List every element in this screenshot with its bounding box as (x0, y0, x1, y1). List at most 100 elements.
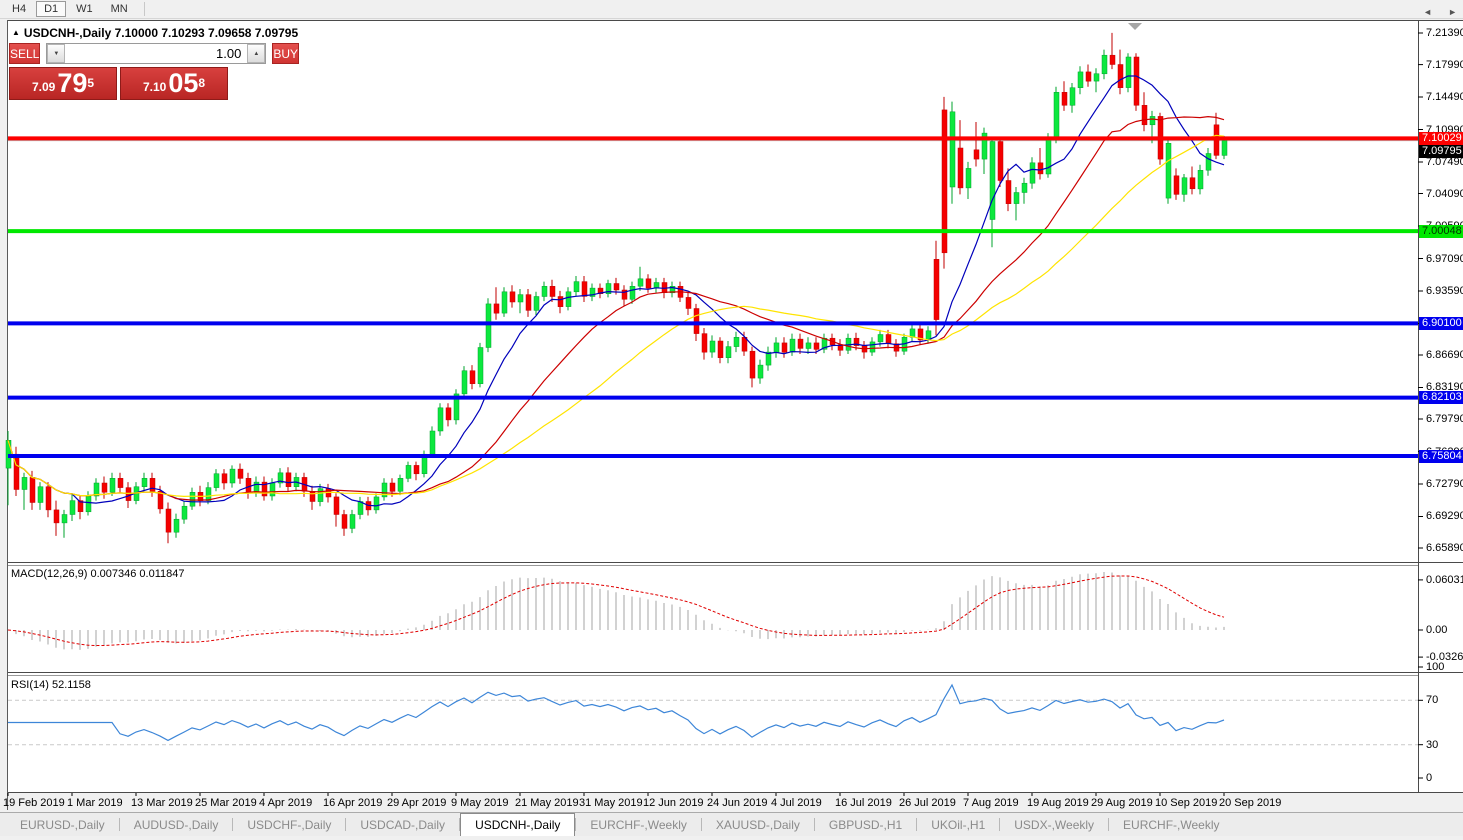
chart-shift-marker-icon[interactable] (1128, 23, 1142, 30)
macd-axis-label: 0.00 (1426, 624, 1448, 636)
date-axis-label: 20 Sep 2019 (1219, 797, 1282, 809)
price-axis-label: 6.79790 (1426, 413, 1463, 425)
chart-tab-usdcad-daily[interactable]: USDCAD-,Daily (360, 817, 446, 832)
rsi-indicator-label: RSI(14) 52.1158 (11, 679, 91, 691)
date-axis-label: 19 Feb 2019 (3, 797, 65, 809)
chart-tab-usdx-weekly[interactable]: USDX-,Weekly (1014, 817, 1095, 832)
date-axis-label: 21 May 2019 (515, 797, 579, 809)
chart-tab-gbpusd-h1[interactable]: GBPUSD-,H1 (828, 817, 903, 832)
chart-title: ▲ USDCNH-,Daily 7.10000 7.10293 7.09658 7… (12, 26, 298, 40)
chart-tab-ukoil-h1[interactable]: UKOil-,H1 (931, 817, 986, 832)
price-axis-label: 6.83190 (1426, 381, 1463, 393)
tab-separator (232, 818, 234, 831)
chart-tab-eurchf-weekly[interactable]: EURCHF-,Weekly (1123, 817, 1220, 832)
collapse-arrow-icon[interactable]: ▲ (12, 28, 20, 37)
price-axis-label: 6.69290 (1426, 510, 1463, 522)
tab-scroll-left-icon[interactable]: ◄ (1423, 7, 1433, 17)
price-axis-label: 6.86690 (1426, 349, 1463, 361)
chart-tab-xauusd-daily[interactable]: XAUUSD-,Daily (715, 817, 800, 832)
macd-axis-label: 0.060317 (1426, 574, 1463, 586)
rsi-axis-label: 70 (1426, 694, 1439, 706)
rsi-line (8, 683, 1225, 742)
tab-separator (345, 818, 347, 831)
window-left-edge (0, 20, 8, 810)
date-axis-label: 25 Mar 2019 (195, 797, 257, 809)
timeframe-button-d1[interactable]: D1 (36, 1, 67, 17)
macd-signal-line (7, 575, 1225, 646)
price-axis-label: 6.97090 (1426, 253, 1463, 265)
price-axis-label: 6.93590 (1426, 285, 1463, 297)
sell-price-sup: 5 (87, 76, 95, 90)
price-axis-label: 7.07490 (1426, 156, 1463, 168)
panel-borders (8, 20, 1463, 793)
moving-average-fast (7, 75, 1225, 507)
volume-control: ▼ ▲ (46, 43, 267, 64)
level-price-tag[interactable]: 6.90100 (1419, 317, 1463, 330)
tab-separator (999, 818, 1001, 831)
date-axis-label: 9 May 2019 (451, 797, 509, 809)
price-axis-label: 7.21390 (1426, 27, 1463, 39)
date-axis-label: 4 Jul 2019 (771, 797, 822, 809)
rsi-axis-label: 100 (1426, 661, 1445, 673)
axis-ticks (7, 32, 1423, 796)
toolbar-separator (143, 2, 145, 16)
chart-tab-eurchf-weekly[interactable]: EURCHF-,Weekly (590, 817, 687, 832)
timeframe-button-h4[interactable]: H4 (12, 3, 27, 15)
tab-separator (575, 818, 577, 831)
sell-price-display[interactable]: 7.09 79 5 (9, 67, 117, 100)
macd-indicator-label: MACD(12,26,9) 0.007346 0.011847 (11, 568, 185, 580)
volume-decrease-button[interactable]: ▼ (47, 44, 66, 63)
chart-tab-audusd-daily[interactable]: AUDUSD-,Daily (133, 817, 219, 832)
tab-separator (118, 818, 120, 831)
date-axis-label: 7 Aug 2019 (963, 797, 1019, 809)
level-price-tag[interactable]: 6.82103 (1419, 391, 1463, 404)
volume-increase-button[interactable]: ▲ (247, 44, 266, 63)
chart-tab-usdchf-daily[interactable]: USDCHF-,Daily (247, 817, 332, 832)
sell-price-small: 7.09 (31, 80, 56, 94)
chart-tab-eurusd-daily[interactable]: EURUSD-,Daily (20, 817, 105, 832)
tab-scroll-right-icon[interactable]: ► (1448, 7, 1457, 17)
rsi-axis-label: 0 (1426, 772, 1433, 784)
tab-separator (813, 818, 815, 831)
ohlc-values: 7.10000 7.10293 7.09658 7.09795 (114, 26, 299, 40)
date-axis-label: 19 Aug 2019 (1027, 797, 1089, 809)
buy-button[interactable]: BUY (272, 43, 300, 64)
timeframe-button-w1[interactable]: W1 (76, 3, 93, 15)
date-axis-label: 16 Apr 2019 (323, 797, 383, 809)
moving-average-mid (7, 115, 1225, 501)
rsi-axis-label: 30 (1426, 739, 1439, 751)
price-axis-label: 7.17990 (1426, 59, 1463, 71)
date-axis-label: 31 May 2019 (579, 797, 643, 809)
window-bottom-edge (0, 836, 1463, 840)
macd-axis-label: -0.032648 (1426, 651, 1463, 663)
sell-button[interactable]: SELL (9, 43, 41, 64)
timeframe-toolbar: H4 D1 W1 MN (0, 0, 1463, 19)
sell-price-big: 79 (57, 68, 88, 98)
date-axis-label: 10 Sep 2019 (1155, 797, 1218, 809)
price-axis-label: 6.65890 (1426, 542, 1463, 554)
date-axis-label: 29 Aug 2019 (1091, 797, 1153, 809)
tab-scroll-controls: ◄ ► (1423, 0, 1457, 24)
date-axis-label: 24 Jun 2019 (707, 797, 768, 809)
price-axis-label: 7.04090 (1426, 188, 1463, 200)
price-axis-label: 7.14490 (1426, 91, 1463, 103)
timeframe-button-mn[interactable]: MN (110, 3, 128, 15)
level-price-tag[interactable]: 7.00048 (1419, 225, 1463, 238)
symbol-name: USDCNH-,Daily (23, 26, 112, 40)
buy-price-display[interactable]: 7.10 05 8 (120, 67, 228, 100)
date-axis-label: 13 Mar 2019 (131, 797, 193, 809)
moving-average-slow (7, 134, 1225, 498)
level-price-tag-red[interactable]: 7.10029 (1419, 132, 1463, 145)
chart-tab-bar: EURUSD-,Daily AUDUSD-,Daily USDCHF-,Daily U… (0, 812, 1463, 836)
date-axis-label: 26 Jul 2019 (899, 797, 956, 809)
chart-tab-usdcnh-daily[interactable]: USDCNH-,Daily (460, 813, 576, 836)
date-axis-label: 29 Apr 2019 (387, 797, 447, 809)
buy-price-small: 7.10 (142, 80, 167, 94)
tab-separator (459, 818, 461, 831)
volume-input[interactable] (65, 44, 248, 63)
price-axis-label: 6.72790 (1426, 478, 1463, 490)
level-price-tag[interactable]: 6.75804 (1419, 450, 1463, 463)
buy-price-sup: 8 (198, 76, 206, 90)
